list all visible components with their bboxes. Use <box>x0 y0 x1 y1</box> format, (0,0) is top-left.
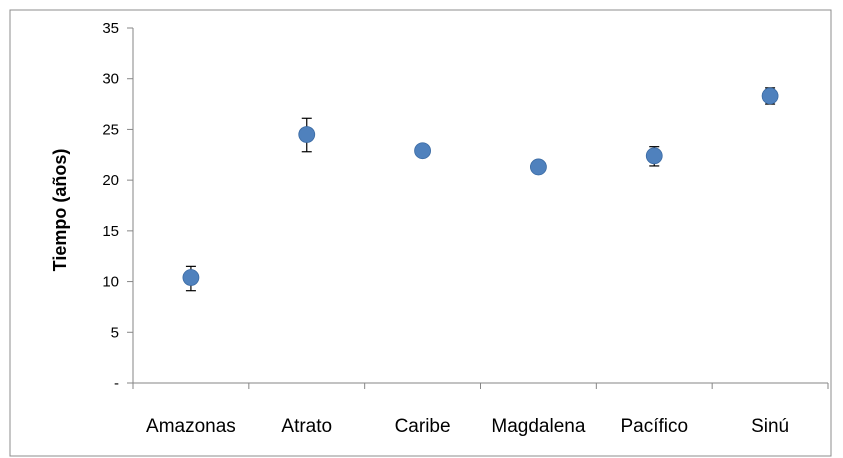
x-tick-label: Sinú <box>751 416 789 437</box>
data-point <box>182 269 200 286</box>
y-tick-label: - <box>114 375 119 392</box>
x-tick-label: Caribe <box>395 416 451 437</box>
y-tick-label: 15 <box>102 223 119 240</box>
x-tick-label: Atrato <box>281 416 332 437</box>
data-point <box>530 158 547 176</box>
y-tick-label: 10 <box>102 274 119 291</box>
data-point <box>414 142 431 160</box>
data-point <box>645 147 663 165</box>
data-marks <box>182 87 779 292</box>
axes: - 5 10 15 20 25 30 35 Amazonas Atrato Caribe Magdal… <box>102 20 829 437</box>
y-tick-label: 25 <box>102 121 119 138</box>
y-tick-label: 30 <box>102 71 119 88</box>
x-tick-label: Amazonas <box>146 416 236 437</box>
x-tick-label: Magdalena <box>491 416 585 437</box>
y-tick-label: 5 <box>111 324 119 341</box>
x-tick-label: Pacífico <box>620 416 688 437</box>
y-tick-label: 20 <box>102 172 119 189</box>
data-point <box>761 87 779 105</box>
chart-border <box>9 9 832 457</box>
data-point <box>298 126 316 143</box>
y-axis-title: Tiempo (años) <box>50 149 70 272</box>
y-tick-label: 35 <box>102 20 119 37</box>
